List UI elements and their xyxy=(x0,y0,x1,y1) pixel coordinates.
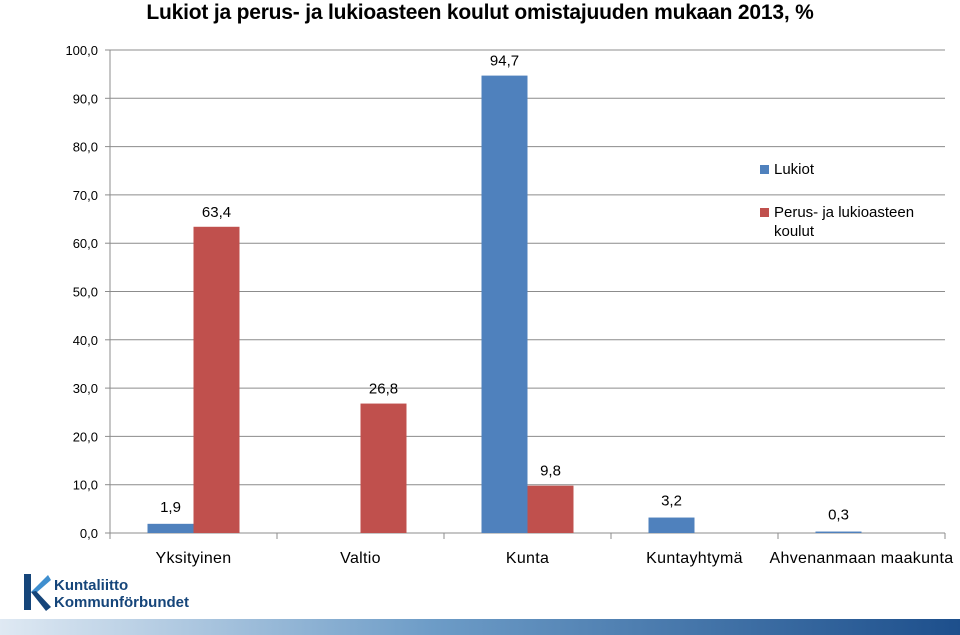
data-label: 3,2 xyxy=(661,493,682,510)
x-tick-label: Ahvenanmaan maakunta xyxy=(770,550,954,567)
legend: Lukiot Perus- ja lukioasteen koulut xyxy=(760,160,955,265)
bar-chart: 0,0 10,0 20,0 30,0 40,0 50,0 60,0 70,0 80,0 90,0 1… xyxy=(65,43,954,567)
legend-label-lukiot: Lukiot xyxy=(774,161,815,178)
y-tick-label: 100,0 xyxy=(65,43,98,58)
data-label: 94,7 xyxy=(490,53,519,70)
logo-line-1: Kuntaliitto xyxy=(54,577,129,594)
bar xyxy=(527,485,574,533)
bar xyxy=(481,75,528,533)
y-tick-label: 10,0 xyxy=(73,478,98,493)
y-tick-label: 70,0 xyxy=(73,188,98,203)
x-tick-label: Kuntayhtymä xyxy=(646,550,743,567)
bar xyxy=(815,531,862,533)
x-tick-label: Valtio xyxy=(340,550,381,567)
legend-swatch-lukiot xyxy=(760,165,769,174)
y-tick-label: 90,0 xyxy=(73,91,98,106)
logo: Kuntaliitto Kommunförbundet xyxy=(22,572,222,614)
bar xyxy=(147,523,194,533)
data-label: 9,8 xyxy=(540,463,561,480)
legend-swatch-perus-ja-lukioasteen-koulut xyxy=(760,208,769,217)
bar xyxy=(360,403,407,533)
legend-item-lukiot: Lukiot xyxy=(760,160,955,179)
data-label: 0,3 xyxy=(828,507,849,524)
y-tick-label: 60,0 xyxy=(73,236,98,251)
data-label: 63,4 xyxy=(202,204,231,221)
kuntaliitto-logo-icon xyxy=(24,574,51,611)
y-tick-label: 40,0 xyxy=(73,333,98,348)
chart-title: Lukiot ja perus- ja lukioasteen koulut o… xyxy=(146,1,814,24)
y-tick-label: 20,0 xyxy=(73,429,98,444)
y-tick-label: 0,0 xyxy=(80,526,98,541)
y-tick-label: 30,0 xyxy=(73,381,98,396)
x-tick-label: Kunta xyxy=(506,550,549,567)
logo-line-2: Kommunförbundet xyxy=(54,594,189,611)
bar xyxy=(193,226,240,533)
legend-label-perus-ja-lukioasteen-koulut: Perus- ja lukioasteen koulut xyxy=(774,204,915,240)
legend-item-perus-ja-lukioasteen-koulut: Perus- ja lukioasteen koulut xyxy=(760,203,955,241)
footer-band xyxy=(0,619,960,635)
x-tick-label: Yksityinen xyxy=(156,550,232,567)
y-tick-label: 80,0 xyxy=(73,140,98,155)
bar xyxy=(648,517,695,533)
data-label: 26,8 xyxy=(369,381,398,398)
y-tick-label: 50,0 xyxy=(73,285,98,300)
data-label: 1,9 xyxy=(160,499,181,516)
